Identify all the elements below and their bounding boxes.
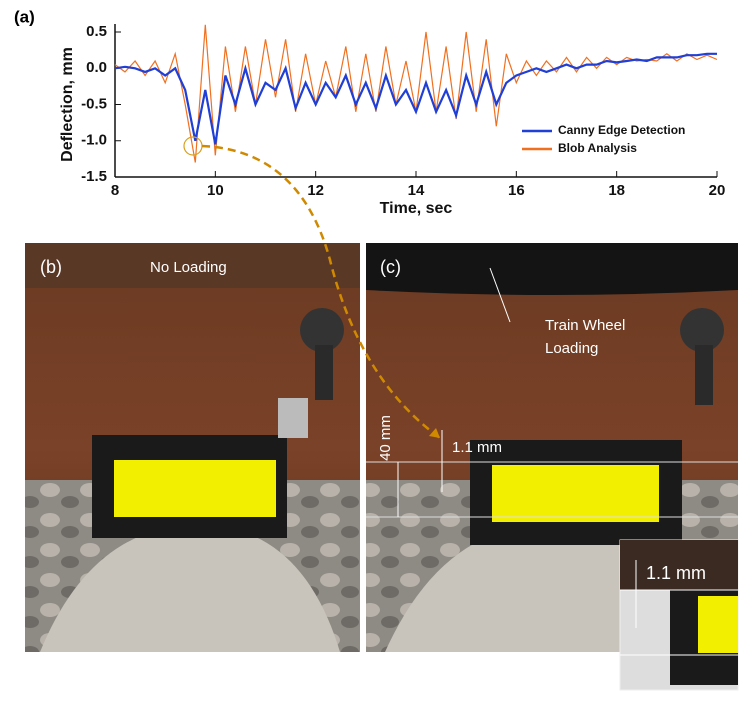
- gap-label: 1.1 mm: [452, 439, 502, 456]
- x-tick-label: 8: [111, 182, 119, 199]
- x-tick-label: 14: [408, 182, 425, 199]
- y-axis-title: Deflection, mm: [59, 47, 76, 162]
- wheel: [366, 243, 738, 295]
- inset: 1.1 mm: [620, 540, 738, 690]
- x-axis-title: Time, sec: [380, 200, 453, 217]
- y-tick-label: -0.5: [81, 95, 107, 112]
- panel-label: (b): [40, 257, 62, 277]
- x-tick-label: 16: [508, 182, 525, 199]
- target: [114, 460, 276, 517]
- target: [698, 596, 738, 653]
- photo-caption: No Loading: [150, 259, 227, 276]
- x-tick-label: 18: [608, 182, 625, 199]
- panel-label: (c): [380, 257, 401, 277]
- photo-caption: Loading: [545, 340, 598, 357]
- y-tick-label: -1.0: [81, 132, 107, 149]
- panel-label: (a): [14, 7, 35, 26]
- chart: 0.5 0.0 -0.5 -1.0 -1.58 10 12 14 16 18 20 Time, sec…: [59, 23, 725, 217]
- x-tick-label: 10: [207, 182, 224, 199]
- legend-label: Blob Analysis: [558, 141, 637, 155]
- y-tick-label: -1.5: [81, 168, 107, 185]
- dimension-label: 40 mm: [377, 415, 394, 461]
- legend-label: Canny Edge Detection: [558, 123, 685, 137]
- y-tick-label: 0.0: [86, 59, 107, 76]
- target: [492, 465, 659, 522]
- clamp: [315, 345, 333, 400]
- figure: (a) 0.5 0.0 -0.5 -1.0 -1.58 10 12 14 16 18 20 Time,…: [0, 0, 739, 711]
- x-tick-label: 12: [307, 182, 324, 199]
- photo-b: (b) No Loading: [25, 243, 360, 652]
- bracket: [278, 398, 308, 438]
- x-tick-label: 20: [709, 182, 726, 199]
- gap-label: 1.1 mm: [646, 563, 706, 583]
- photo-caption: Train Wheel: [545, 317, 625, 334]
- y-tick-label: 0.5: [86, 23, 107, 40]
- clamp: [695, 345, 713, 405]
